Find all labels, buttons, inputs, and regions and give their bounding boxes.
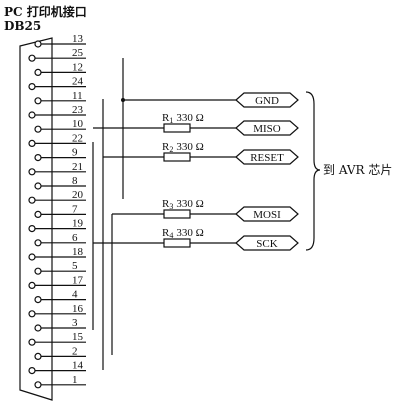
signal-label-gnd: GND xyxy=(255,95,279,107)
signal-tag-sck xyxy=(235,235,299,251)
pin-hole xyxy=(34,40,42,48)
pin-hole xyxy=(28,367,36,375)
signal-label-miso: MISO xyxy=(253,123,281,135)
pin-number: 25 xyxy=(72,47,84,59)
pin-number: 13 xyxy=(72,33,84,45)
target-label: 到 AVR 芯片 xyxy=(323,163,392,177)
pin-hole xyxy=(34,352,42,360)
pin-hole xyxy=(28,310,36,318)
grouping-brace xyxy=(305,91,321,251)
pin-hole xyxy=(28,281,36,289)
pin-hole xyxy=(34,182,42,190)
pin-number: 16 xyxy=(72,303,84,315)
resistor-r2 xyxy=(163,152,191,162)
pin-hole xyxy=(34,68,42,77)
r2-label: R2 330 Ω xyxy=(162,141,204,154)
pin-number: 15 xyxy=(72,331,84,343)
resistor-r3 xyxy=(163,209,191,219)
signal-label-sck: SCK xyxy=(256,238,277,250)
pin-hole xyxy=(34,324,42,332)
pin-hole xyxy=(34,125,42,133)
signal-tag-reset xyxy=(235,149,299,165)
r3-label: R3 330 Ω xyxy=(162,198,204,211)
pin-number: 11 xyxy=(72,90,83,102)
resistor-r4 xyxy=(163,238,191,248)
junction-dot xyxy=(121,98,125,102)
pin-hole xyxy=(34,154,42,162)
pin-hole xyxy=(28,253,36,261)
r1-label: R1 330 Ω xyxy=(162,112,204,125)
pin-number: 14 xyxy=(72,360,84,372)
r4-label: R4 330 Ω xyxy=(162,227,204,240)
signal-tag-gnd xyxy=(235,92,299,108)
pin-hole xyxy=(28,54,36,62)
signal-tag-mosi xyxy=(235,206,299,222)
pin-number: 6 xyxy=(72,232,78,244)
pin-hole xyxy=(28,338,36,346)
pin-number: 4 xyxy=(72,289,78,301)
pin-number: 20 xyxy=(72,189,84,201)
pin-number: 10 xyxy=(72,118,84,130)
pin-hole xyxy=(28,225,36,233)
pin-hole xyxy=(34,381,42,389)
pin-number: 7 xyxy=(72,203,78,215)
resistor-r1 xyxy=(163,123,191,133)
pin-hole xyxy=(34,267,42,275)
pin-number: 18 xyxy=(72,246,84,258)
pin-number: 23 xyxy=(72,104,84,116)
title-line2: DB25 xyxy=(4,19,41,33)
pin-hole xyxy=(28,111,36,119)
signal-tag-miso xyxy=(235,120,299,136)
pin-number: 19 xyxy=(72,218,84,230)
pin-number: 3 xyxy=(72,317,78,329)
pin-number: 2 xyxy=(72,345,78,357)
pin-number: 17 xyxy=(72,274,84,286)
pin-hole xyxy=(34,210,42,218)
pin-hole xyxy=(28,82,36,91)
pin-number: 9 xyxy=(72,147,78,159)
pin-hole xyxy=(34,97,42,105)
pin-number: 5 xyxy=(72,260,78,272)
pin-number: 12 xyxy=(72,61,83,73)
pin-hole xyxy=(34,239,42,247)
db25-connector-body xyxy=(19,37,53,401)
pin-hole xyxy=(28,196,36,204)
pin-number: 8 xyxy=(72,175,78,187)
pin-hole xyxy=(28,168,36,176)
pin-hole xyxy=(28,139,36,147)
signal-label-mosi: MOSI xyxy=(253,209,281,221)
pin-number: 1 xyxy=(72,374,78,386)
pin-number: 22 xyxy=(72,132,83,144)
pin-hole xyxy=(34,296,42,304)
signal-label-reset: RESET xyxy=(250,152,284,164)
pin-group: 13 25 12 24 11 23 10 22 9 21 8 20 7 19 6 18 5 17 4 16 3 15 2 14… xyxy=(28,33,86,389)
pin-number: 24 xyxy=(72,76,84,88)
title-line1: PC 打印机接口 xyxy=(4,4,87,19)
pin-number: 21 xyxy=(72,161,83,173)
